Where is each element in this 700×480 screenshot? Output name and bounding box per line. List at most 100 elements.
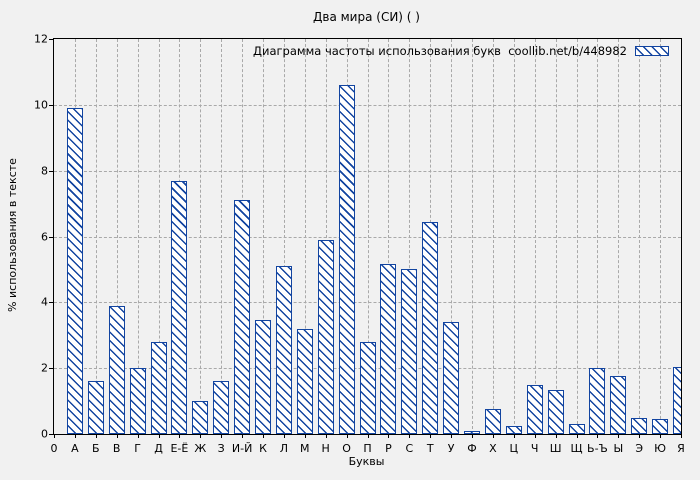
bar-Л — [275, 266, 292, 434]
bar-Б — [87, 381, 104, 434]
y-tick-label: 12 — [34, 32, 48, 46]
bar-А — [66, 108, 83, 434]
x-tick — [263, 434, 264, 438]
v-gridline — [576, 39, 578, 434]
x-tick — [74, 434, 76, 438]
y-tick — [49, 170, 54, 172]
x-tick-label: Щ — [570, 442, 583, 455]
v-gridline — [472, 39, 473, 434]
y-tick — [49, 236, 54, 238]
x-tick-label: Л — [279, 442, 289, 455]
legend: Диаграмма частоты использования букв coo… — [253, 44, 669, 58]
bar-К — [255, 320, 271, 434]
x-tick — [242, 434, 244, 438]
x-tick — [200, 434, 202, 438]
x-tick — [660, 434, 662, 438]
v-gridline — [597, 39, 599, 434]
y-tick-label: 10 — [34, 98, 48, 112]
x-tick — [179, 434, 181, 438]
v-gridline — [388, 39, 390, 434]
legend-label: Диаграмма частоты использования букв coo… — [253, 44, 627, 58]
bar-Г — [129, 368, 146, 434]
bar-З — [213, 381, 230, 434]
x-tick — [367, 434, 369, 438]
bar-Э — [631, 417, 648, 434]
y-tick-label: 6 — [41, 230, 48, 243]
x-tick-label: Ю — [654, 442, 667, 455]
v-gridline — [618, 39, 620, 434]
bar-Ж — [192, 401, 209, 434]
bar-Ш — [547, 389, 564, 434]
x-tick — [451, 434, 453, 438]
v-gridline — [492, 39, 494, 434]
v-gridline — [200, 39, 202, 434]
bar-Я — [673, 366, 681, 434]
x-tick-label: С — [405, 442, 414, 455]
v-gridline — [639, 39, 641, 434]
plot-inner — [54, 39, 681, 434]
bar-И-Й — [234, 200, 251, 434]
x-tick-label: К — [259, 442, 267, 455]
x-tick — [388, 434, 390, 438]
x-tick-label: В — [112, 442, 121, 455]
bar-С — [401, 269, 418, 434]
legend-hatch-swatch-icon — [635, 46, 669, 56]
v-gridline — [325, 39, 327, 434]
bar-Р — [380, 264, 397, 434]
x-tick-label: 0 — [50, 442, 58, 455]
bar-Ы — [610, 376, 627, 434]
x-tick — [95, 434, 97, 438]
x-tick — [137, 434, 139, 438]
x-tick-label: Ч — [530, 442, 539, 455]
bar-Ч — [526, 384, 543, 434]
y-tick — [49, 104, 54, 106]
x-tick — [346, 434, 348, 438]
x-tick-label: П — [363, 442, 372, 455]
x-tick-label: Р — [385, 442, 392, 455]
x-tick — [534, 434, 536, 438]
y-tick — [49, 39, 54, 40]
x-tick — [325, 434, 327, 438]
x-tick-label: А — [71, 442, 79, 455]
x-tick-label: Ы — [613, 442, 624, 455]
bar-Т — [422, 221, 439, 434]
x-tick — [304, 434, 306, 438]
y-tick — [49, 302, 54, 304]
x-tick — [681, 434, 682, 438]
x-tick-label: Ь-Ъ — [587, 442, 608, 455]
x-tick-label: Б — [92, 442, 100, 455]
bar-М — [296, 328, 313, 434]
x-tick-label: Ж — [194, 442, 207, 455]
x-tick-label: У — [447, 442, 455, 455]
bar-Е-Ё — [171, 180, 188, 434]
y-tick — [49, 368, 54, 370]
v-gridline — [158, 39, 160, 434]
x-tick-label: З — [217, 442, 225, 455]
x-tick-label: Т — [426, 442, 434, 455]
bar-Щ — [568, 424, 585, 434]
x-tick — [221, 434, 223, 438]
x-tick-label: Я — [677, 442, 685, 455]
v-gridline — [534, 39, 536, 434]
x-tick — [54, 434, 55, 438]
x-tick — [409, 434, 411, 438]
y-tick-label: 8 — [41, 164, 48, 178]
v-gridline — [283, 39, 285, 434]
v-gridline — [137, 39, 139, 434]
bar-В — [108, 305, 125, 434]
x-tick — [639, 434, 641, 438]
v-gridline — [409, 39, 411, 434]
x-axis-title: Буквы — [348, 455, 385, 468]
bar-Х — [484, 409, 501, 434]
x-tick — [597, 434, 599, 438]
x-tick-label: И-Й — [231, 442, 253, 455]
x-tick-label: Ш — [549, 442, 562, 455]
x-tick-label: Г — [134, 442, 141, 455]
chart-title: Два мира (СИ) ( ) — [313, 10, 420, 24]
v-gridline — [555, 39, 557, 434]
x-tick-label: Н — [321, 442, 330, 455]
bar-О — [338, 85, 355, 434]
bar-П — [359, 341, 376, 434]
y-axis-title: % использования в тексте — [6, 158, 19, 312]
